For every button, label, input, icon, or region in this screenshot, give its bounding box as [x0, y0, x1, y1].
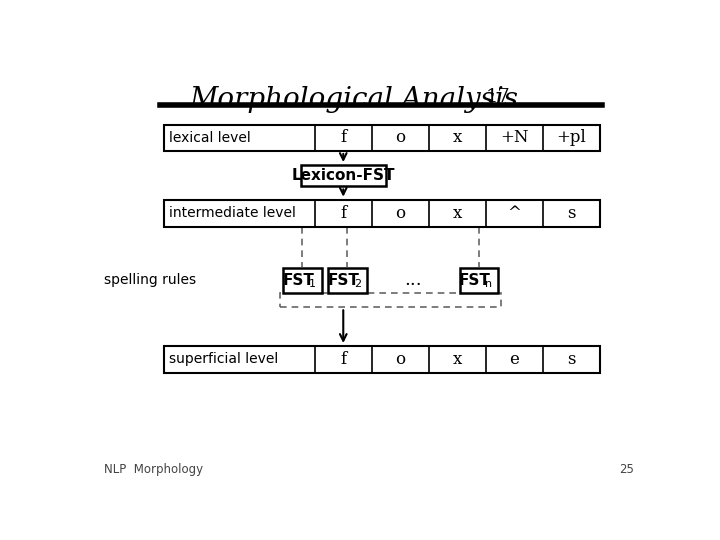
Text: +pl: +pl [557, 130, 586, 146]
Text: superficial level: superficial level [169, 352, 279, 366]
Bar [301, 165, 386, 186]
Bar [280, 293, 501, 307]
Text: n: n [485, 279, 492, 289]
Text: s: s [567, 205, 576, 221]
Text: 1: 1 [309, 279, 316, 289]
Bar [163, 125, 600, 151]
Text: 25: 25 [619, 463, 634, 476]
Text: f: f [341, 351, 346, 368]
Text: x: x [453, 130, 462, 146]
Bar [163, 346, 600, 373]
Text: o: o [395, 351, 405, 368]
Text: lexical level: lexical level [169, 131, 251, 145]
Text: e: e [510, 351, 519, 368]
Text: ...: ... [404, 272, 422, 289]
Bar [459, 268, 498, 293]
Text: 17: 17 [485, 88, 510, 106]
Text: ^: ^ [508, 205, 521, 221]
Text: Morphological Analysis: Morphological Analysis [189, 86, 518, 113]
Bar [328, 268, 366, 293]
Text: 2: 2 [354, 279, 361, 289]
Text: x: x [453, 205, 462, 221]
Text: o: o [395, 130, 405, 146]
Text: +N: +N [500, 130, 528, 146]
Bar [283, 268, 322, 293]
Text: f: f [341, 130, 346, 146]
Text: o: o [395, 205, 405, 221]
Text: NLP  Morphology: NLP Morphology [104, 463, 203, 476]
Text: intermediate level: intermediate level [169, 206, 296, 220]
Text: Lexicon-FST: Lexicon-FST [292, 168, 395, 183]
Text: FST: FST [459, 273, 491, 288]
Text: FST: FST [328, 273, 359, 288]
Text: f: f [341, 205, 346, 221]
Text: s: s [567, 351, 576, 368]
Text: FST: FST [282, 273, 314, 288]
Text: spelling rules: spelling rules [104, 273, 196, 287]
Text: x: x [453, 351, 462, 368]
Bar [163, 200, 600, 226]
